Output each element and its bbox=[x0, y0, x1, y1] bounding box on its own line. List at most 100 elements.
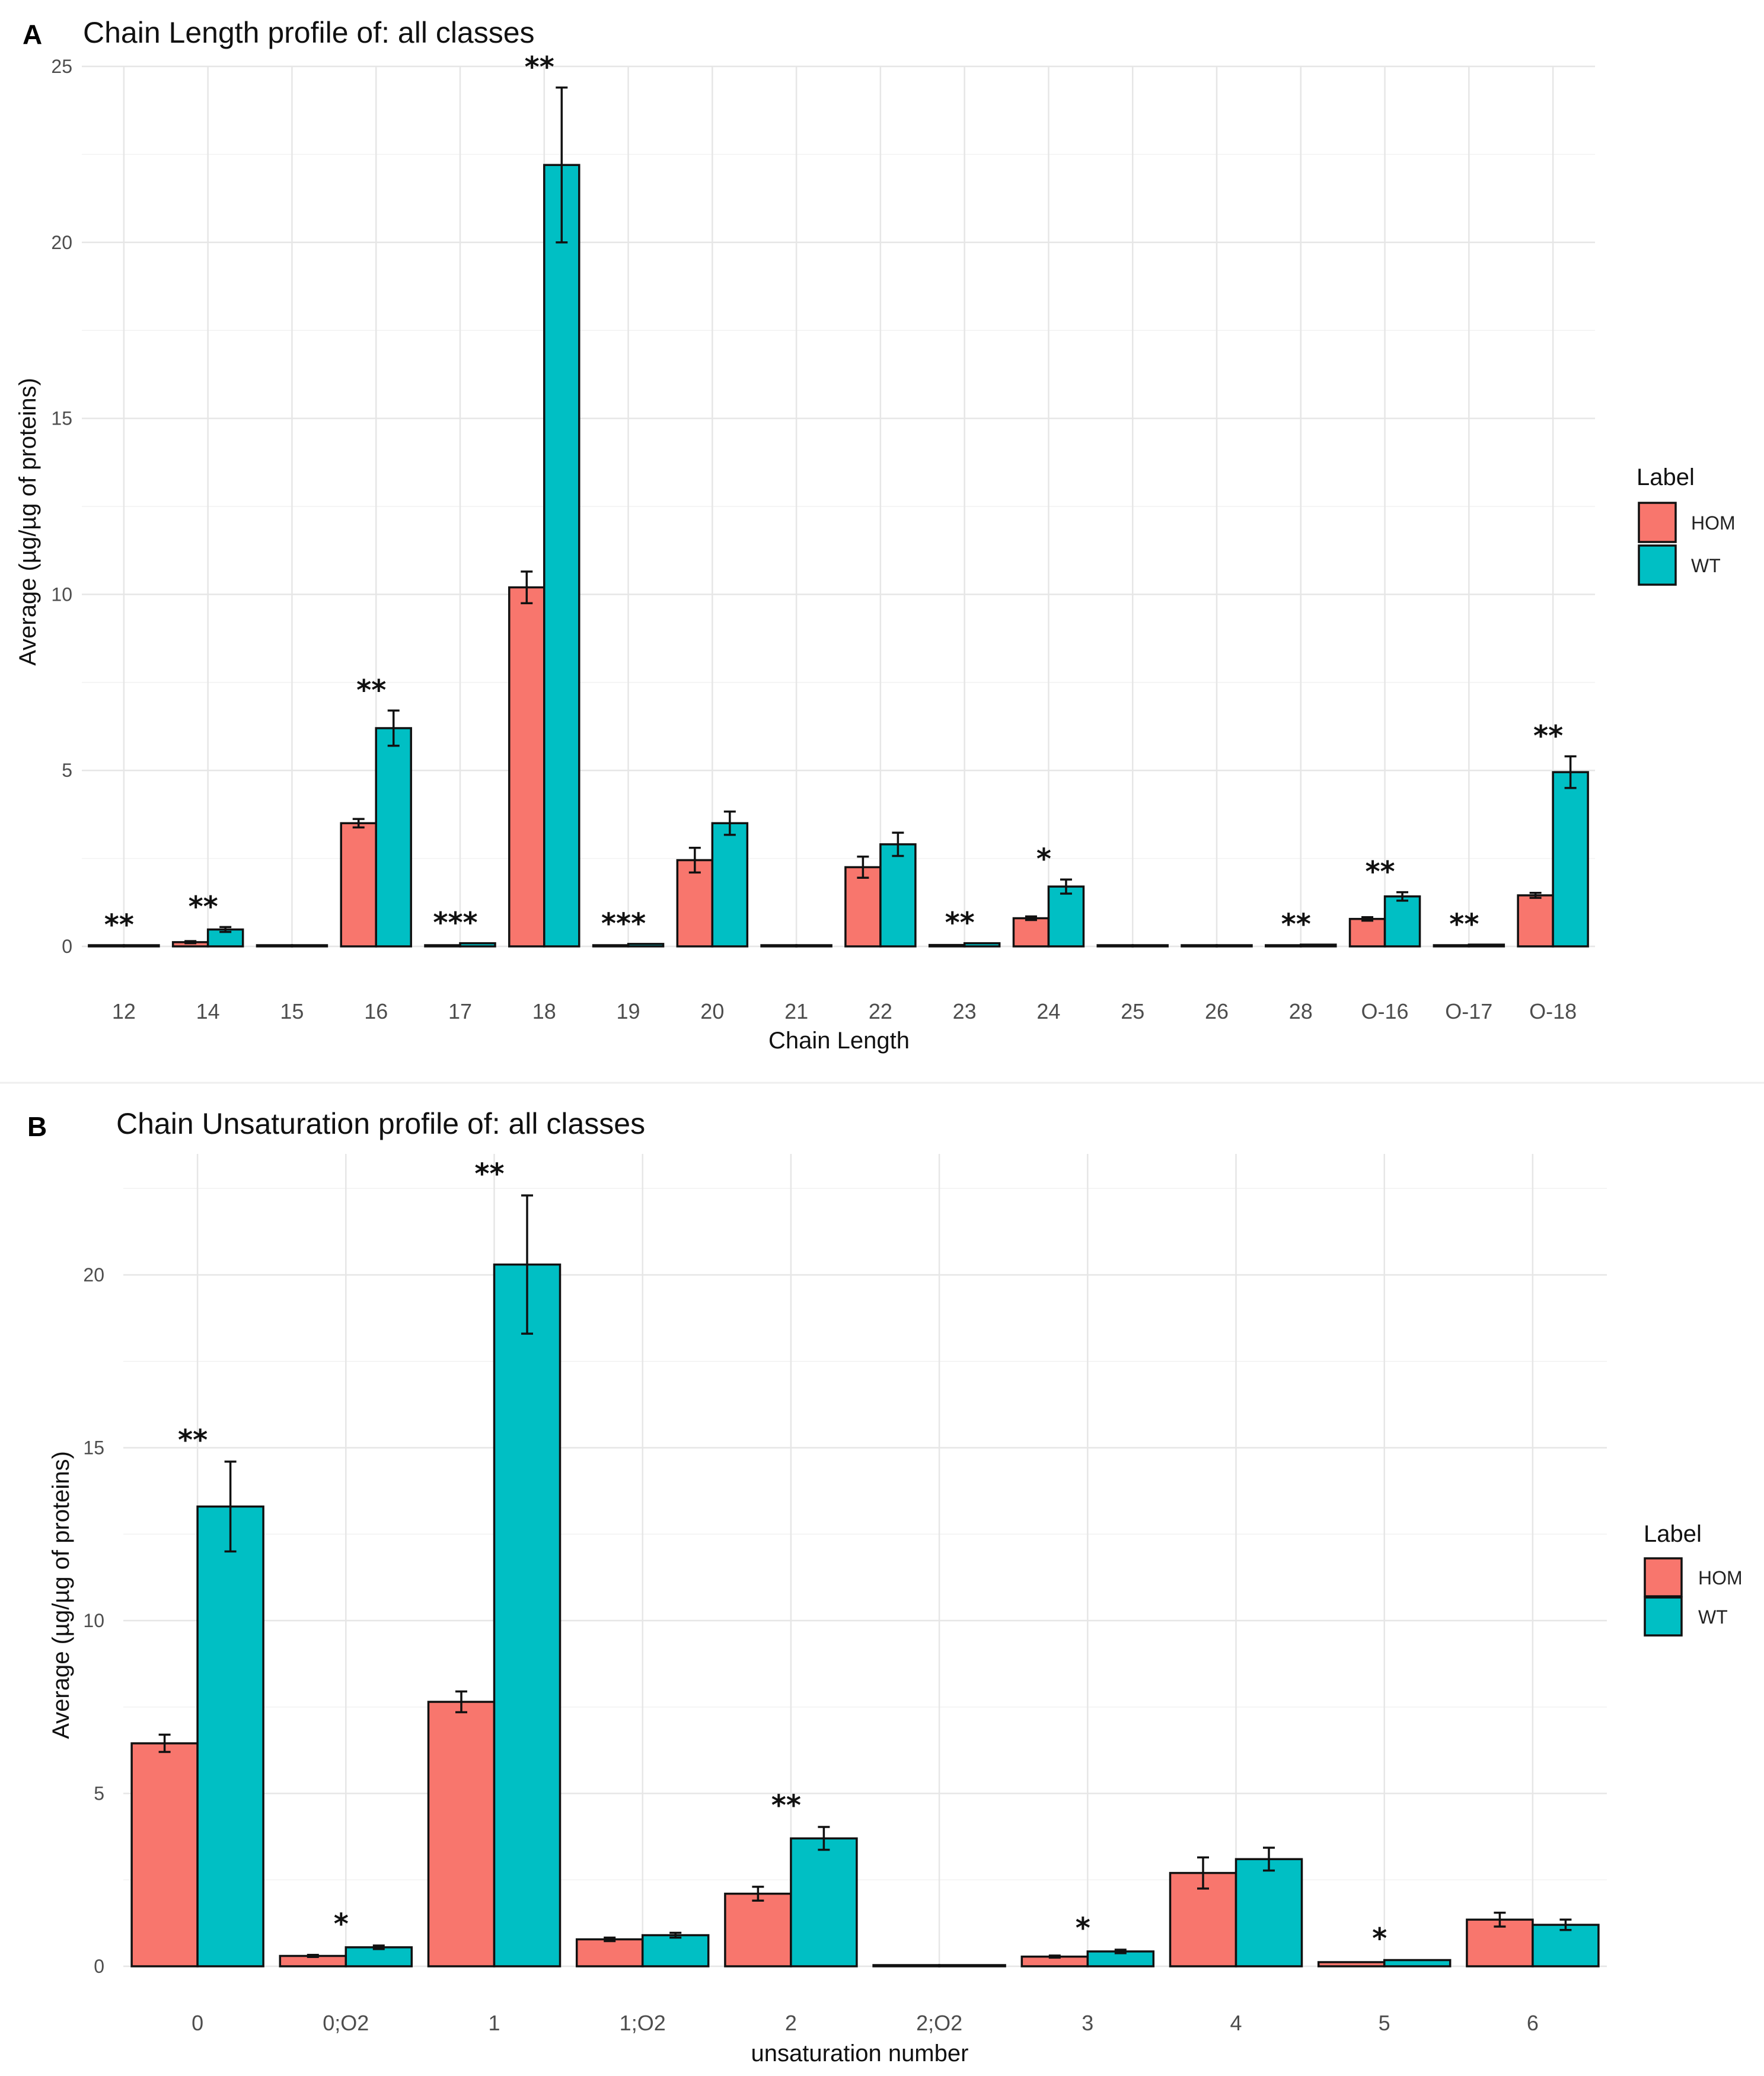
bar-wt bbox=[1468, 943, 1505, 948]
panel-b: B Chain Unsaturation profile of: all cla… bbox=[27, 1107, 1743, 2067]
significance-label: ** bbox=[945, 907, 975, 940]
panel-b-y-axis-title: Average (µg/µg of proteins) bbox=[48, 1451, 74, 1739]
bar-hom bbox=[1265, 944, 1302, 948]
bar-hom bbox=[130, 1742, 199, 1967]
panel-a-legend-title: Label bbox=[1637, 464, 1695, 490]
x-tick-label: 4 bbox=[1230, 2011, 1242, 2035]
bar-wt bbox=[291, 944, 328, 948]
panel-b-legend-label-wt: WT bbox=[1698, 1606, 1728, 1628]
panel-b-title: Chain Unsaturation profile of: all class… bbox=[116, 1107, 645, 1140]
bar-hom bbox=[88, 944, 125, 948]
bar-wt bbox=[641, 1934, 710, 1967]
bar-hom bbox=[1348, 917, 1386, 948]
bar-hom bbox=[1433, 944, 1470, 948]
bar-hom bbox=[928, 943, 966, 948]
x-tick-label: 18 bbox=[532, 999, 556, 1023]
x-tick-label: 20 bbox=[700, 999, 724, 1023]
panel-b-x-ticks: 0 0;O2 1 1;O2 2 2;O2 3 4 5 6 bbox=[192, 2011, 1539, 2035]
significance-label: ** bbox=[1365, 856, 1395, 889]
panel-b-legend-title: Label bbox=[1644, 1521, 1702, 1547]
panel-a-bars bbox=[88, 86, 1589, 948]
significance-label: ** bbox=[104, 908, 134, 942]
significance-label: ** bbox=[1281, 908, 1311, 941]
x-tick-label: 24 bbox=[1036, 999, 1060, 1023]
bar-hom bbox=[760, 944, 798, 948]
bar-wt bbox=[375, 727, 412, 948]
bar-wt bbox=[459, 942, 496, 948]
bar-wt bbox=[963, 942, 1001, 948]
significance-label: ** bbox=[178, 1424, 208, 1457]
x-tick-label: 26 bbox=[1205, 999, 1229, 1023]
bar-hom bbox=[872, 1964, 940, 1967]
panel-a-legend-label-hom: HOM bbox=[1691, 512, 1736, 534]
panel-a-legend: Label HOM WT bbox=[1637, 464, 1736, 586]
x-tick-label: 25 bbox=[1121, 999, 1144, 1023]
x-tick-label: 15 bbox=[280, 999, 304, 1023]
y-tick-label: 0 bbox=[94, 1956, 104, 1977]
bar-hom bbox=[1012, 917, 1050, 948]
y-tick-label: 15 bbox=[51, 408, 72, 429]
panel-b-x-axis-title: unsaturation number bbox=[751, 2040, 969, 2067]
bar-hom bbox=[424, 944, 461, 948]
x-tick-label: 16 bbox=[364, 999, 388, 1023]
x-tick-label: 23 bbox=[953, 999, 977, 1023]
bar-wt bbox=[1383, 895, 1421, 948]
bar-wt bbox=[493, 1263, 562, 1967]
y-tick-label: 5 bbox=[62, 760, 72, 781]
bar-hom bbox=[575, 1938, 644, 1967]
x-tick-label: 2 bbox=[785, 2011, 797, 2035]
y-tick-label: 5 bbox=[94, 1783, 104, 1804]
x-tick-label: 3 bbox=[1082, 2011, 1093, 2035]
x-tick-label: 22 bbox=[869, 999, 892, 1023]
y-tick-label: 20 bbox=[51, 232, 72, 253]
x-tick-label: 6 bbox=[1527, 2011, 1539, 2035]
x-tick-label: 1;O2 bbox=[620, 2011, 666, 2035]
x-tick-label: 0 bbox=[192, 2011, 203, 2035]
y-tick-label: 10 bbox=[51, 583, 72, 605]
x-tick-label: O-17 bbox=[1445, 999, 1492, 1023]
bar-hom bbox=[592, 944, 630, 948]
x-tick-label: O-16 bbox=[1361, 999, 1409, 1023]
bar-hom bbox=[1517, 894, 1554, 948]
bar-hom bbox=[256, 944, 294, 948]
bar-wt bbox=[1131, 944, 1169, 948]
y-tick-label: 25 bbox=[51, 56, 72, 77]
bar-hom bbox=[427, 1701, 496, 1967]
y-tick-label: 20 bbox=[83, 1264, 104, 1286]
panel-a-title: Chain Length profile of: all classes bbox=[83, 16, 535, 49]
panel-a-y-axis-title: Average (µg/µg of proteins) bbox=[15, 378, 41, 666]
bar-wt bbox=[627, 943, 665, 948]
significance-label: ** bbox=[525, 51, 554, 84]
x-tick-label: 28 bbox=[1289, 999, 1313, 1023]
significance-label: ** bbox=[356, 674, 386, 707]
panel-a-legend-swatch-hom bbox=[1638, 502, 1677, 543]
bar-wt bbox=[1300, 943, 1337, 948]
significance-label: * bbox=[334, 1908, 349, 1941]
significance-label: ** bbox=[1533, 719, 1563, 752]
significance-label: ** bbox=[189, 890, 218, 923]
panel-a-legend-label-wt: WT bbox=[1691, 555, 1721, 576]
panel-a: A Chain Length profile of: all classes 0… bbox=[15, 16, 1736, 1054]
bar-wt bbox=[344, 1946, 413, 1967]
significance-label: * bbox=[1372, 1922, 1387, 1956]
panel-b-letter: B bbox=[27, 1111, 47, 1142]
panel-b-legend-swatch-hom bbox=[1644, 1557, 1683, 1597]
x-tick-label: 17 bbox=[448, 999, 472, 1023]
bar-wt bbox=[795, 944, 832, 948]
bar-hom bbox=[508, 586, 546, 948]
panel-a-legend-swatch-wt bbox=[1638, 544, 1677, 586]
y-tick-label: 15 bbox=[83, 1437, 104, 1459]
significance-label: *** bbox=[601, 907, 646, 940]
x-tick-label: 14 bbox=[196, 999, 220, 1023]
bar-wt bbox=[543, 164, 580, 948]
bar-hom bbox=[844, 866, 882, 948]
bar-hom bbox=[724, 1892, 792, 1967]
panel-a-letter: A bbox=[23, 19, 42, 50]
panel-b-bars bbox=[130, 1194, 1600, 1967]
panel-b-legend-label-hom: HOM bbox=[1698, 1567, 1743, 1589]
x-tick-label: 5 bbox=[1379, 2011, 1390, 2035]
x-tick-label: 12 bbox=[112, 999, 136, 1023]
significance-label: * bbox=[1076, 1912, 1090, 1945]
